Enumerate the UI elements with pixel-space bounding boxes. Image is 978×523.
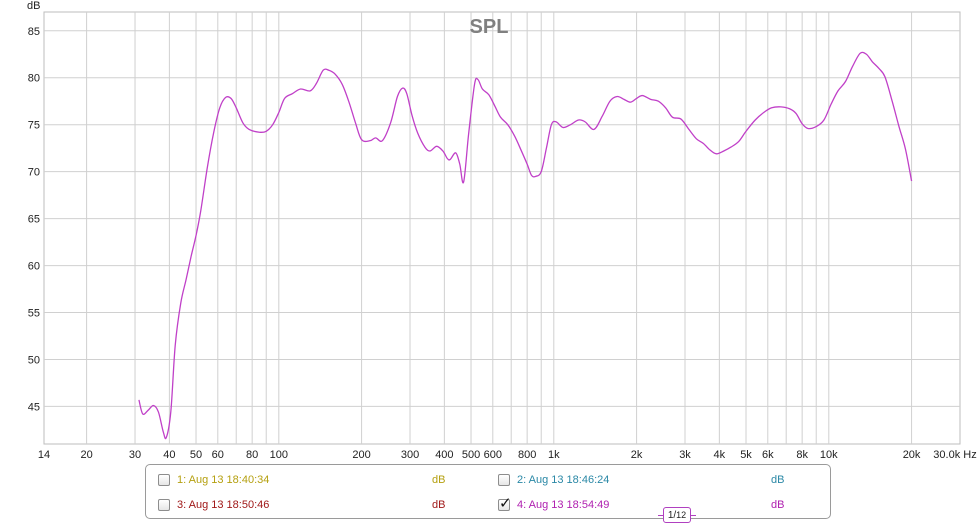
x-tick-label: 1k <box>548 449 560 461</box>
series-lines <box>138 51 913 440</box>
legend-item-3[interactable]: 3: Aug 13 18:50:46 <box>158 495 269 515</box>
legend-unit-1: dB <box>432 474 446 486</box>
legend-panel: 1: Aug 13 18:40:34 dB 2: Aug 13 18:46:24… <box>145 464 831 523</box>
x-tick-label: 400 <box>435 449 453 461</box>
legend-checkbox-1[interactable] <box>158 474 170 486</box>
chart-title: SPL <box>470 16 509 38</box>
legend-unit-2: dB <box>771 474 785 486</box>
legend-unit-3: dB <box>432 499 446 511</box>
x-tick-label: 200 <box>352 449 370 461</box>
x-tick-label: 30.0k Hz <box>933 449 976 461</box>
y-tick-label: 85 <box>28 26 40 38</box>
y-tick-label: 50 <box>28 354 40 366</box>
y-tick-label: 60 <box>28 261 40 273</box>
y-tick-label: 75 <box>28 120 40 132</box>
x-tick-label: 300 <box>401 449 419 461</box>
y-axis-unit: dB <box>27 0 40 12</box>
x-tick-label: 20 <box>80 449 92 461</box>
x-tick-label: 4k <box>714 449 726 461</box>
x-tick-label: 80 <box>246 449 258 461</box>
legend-checkbox-4[interactable]: ✓ <box>498 494 512 512</box>
y-tick-label: 55 <box>28 308 40 320</box>
legend-checkbox-2[interactable] <box>498 474 510 486</box>
x-tick-label: 5k <box>740 449 752 461</box>
legend-label-3: 3: Aug 13 18:50:46 <box>177 499 270 511</box>
series-line-1 <box>138 51 913 440</box>
x-tick-label: 30 <box>129 449 141 461</box>
x-tick-label: 100 <box>270 449 288 461</box>
legend-checkbox-3[interactable] <box>158 499 170 511</box>
x-tick-label: 8k <box>796 449 808 461</box>
x-tick-label: 2k <box>631 449 643 461</box>
legend-label-2: 2: Aug 13 18:46:24 <box>517 474 610 486</box>
x-tick-label: 20k <box>903 449 921 461</box>
x-tick-label: 10k <box>820 449 838 461</box>
legend-item-4[interactable]: ✓ 4: Aug 13 18:54:49 <box>498 494 610 515</box>
x-tick-label: 800 <box>518 449 536 461</box>
axis-ticks: 45 50 55 60 65 70 75 80 85 14 20 30 40 50 60 80 100 200 30… <box>28 26 977 461</box>
y-tick-label: 45 <box>28 401 40 413</box>
legend-label-1: 1: Aug 13 18:40:34 <box>177 474 270 486</box>
plot-area <box>43 11 961 445</box>
x-tick-label: 50 <box>190 449 202 461</box>
legend-label-4: 4: Aug 13 18:54:49 <box>517 499 610 511</box>
grid-lines <box>44 12 960 444</box>
smoothing-fraction[interactable]: 1/12 <box>662 507 692 523</box>
checkmark-icon: ✓ <box>499 494 512 512</box>
smoothing-control[interactable]: 1/12 <box>658 507 696 523</box>
y-tick-label: 65 <box>28 214 40 226</box>
legend-item-2[interactable]: 2: Aug 13 18:46:24 <box>498 470 609 490</box>
x-tick-label: 14 <box>38 449 50 461</box>
x-tick-label: 60 <box>212 449 224 461</box>
legend-unit-4: dB <box>771 499 785 511</box>
y-tick-label: 70 <box>28 167 40 179</box>
x-tick-label: 500 <box>462 449 480 461</box>
x-tick-label: 40 <box>163 449 175 461</box>
x-tick-label: 600 <box>484 449 502 461</box>
x-tick-label: 6k <box>762 449 774 461</box>
legend-item-1[interactable]: 1: Aug 13 18:40:34 <box>158 470 269 490</box>
x-tick-label: 3k <box>679 449 691 461</box>
y-tick-label: 80 <box>28 73 40 85</box>
